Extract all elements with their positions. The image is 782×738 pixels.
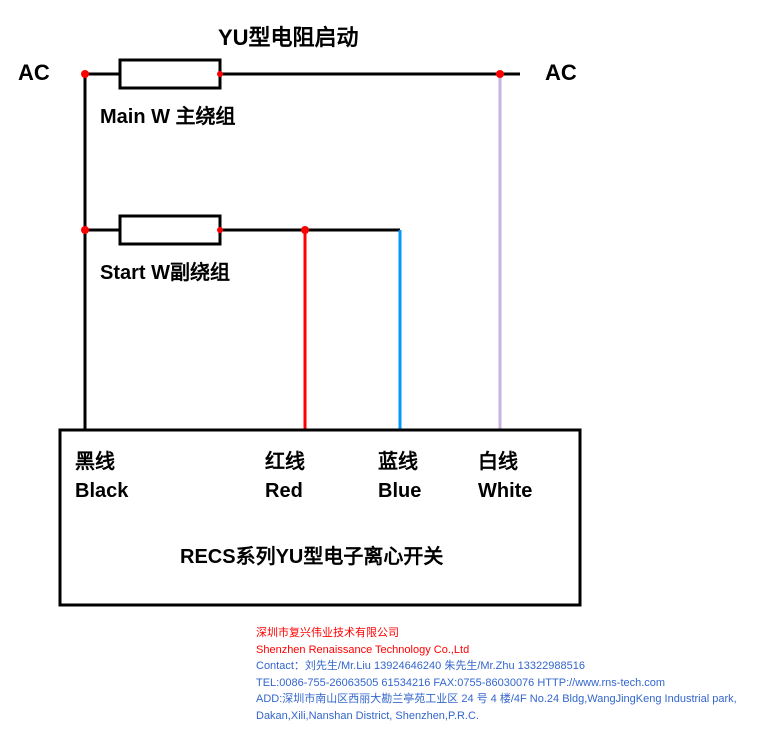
red-wire-cn: 红线 <box>265 445 305 474</box>
main-winding-resistor <box>120 60 220 88</box>
node <box>301 226 309 234</box>
footer-line3: Contact：刘先生/Mr.Liu 13924646240 朱先生/Mr.Zh… <box>256 658 766 675</box>
main-winding-label: Main W 主绕组 <box>100 100 236 129</box>
node <box>217 71 223 77</box>
footer-line4: TEL:0086-755-26063505 61534216 FAX:0755-… <box>256 675 766 692</box>
start-winding-resistor <box>120 216 220 244</box>
footer-block: 深圳市复兴伟业技术有限公司 Shenzhen Renaissance Techn… <box>256 625 766 724</box>
footer-line6: Dakan,Xili,Nanshan District, Shenzhen,P.… <box>256 708 766 725</box>
white-wire-cn: 白线 <box>478 445 518 474</box>
footer-line1: 深圳市复兴伟业技术有限公司 <box>256 625 766 642</box>
box-title: RECS系列YU型电子离心开关 <box>180 540 443 569</box>
black-wire-cn: 黑线 <box>75 445 115 474</box>
footer-line2: Shenzhen Renaissance Technology Co.,Ltd <box>256 642 766 659</box>
node <box>81 226 89 234</box>
start-winding-label: Start W副绕组 <box>100 256 230 285</box>
footer-line5: ADD:深圳市南山区西丽大勘兰亭苑工业区 24 号 4 楼/4F No.24 B… <box>256 691 766 708</box>
ac-left-label: AC <box>18 60 50 86</box>
node <box>496 70 504 78</box>
node <box>217 227 223 233</box>
black-wire-en: Black <box>75 480 128 503</box>
ac-right-label: AC <box>545 60 577 86</box>
node <box>81 70 89 78</box>
red-wire-en: Red <box>265 480 303 503</box>
blue-wire-cn: 蓝线 <box>378 445 418 474</box>
diagram-title: YU型电阻启动 <box>218 20 359 52</box>
white-wire-en: White <box>478 480 532 503</box>
blue-wire-en: Blue <box>378 480 421 503</box>
